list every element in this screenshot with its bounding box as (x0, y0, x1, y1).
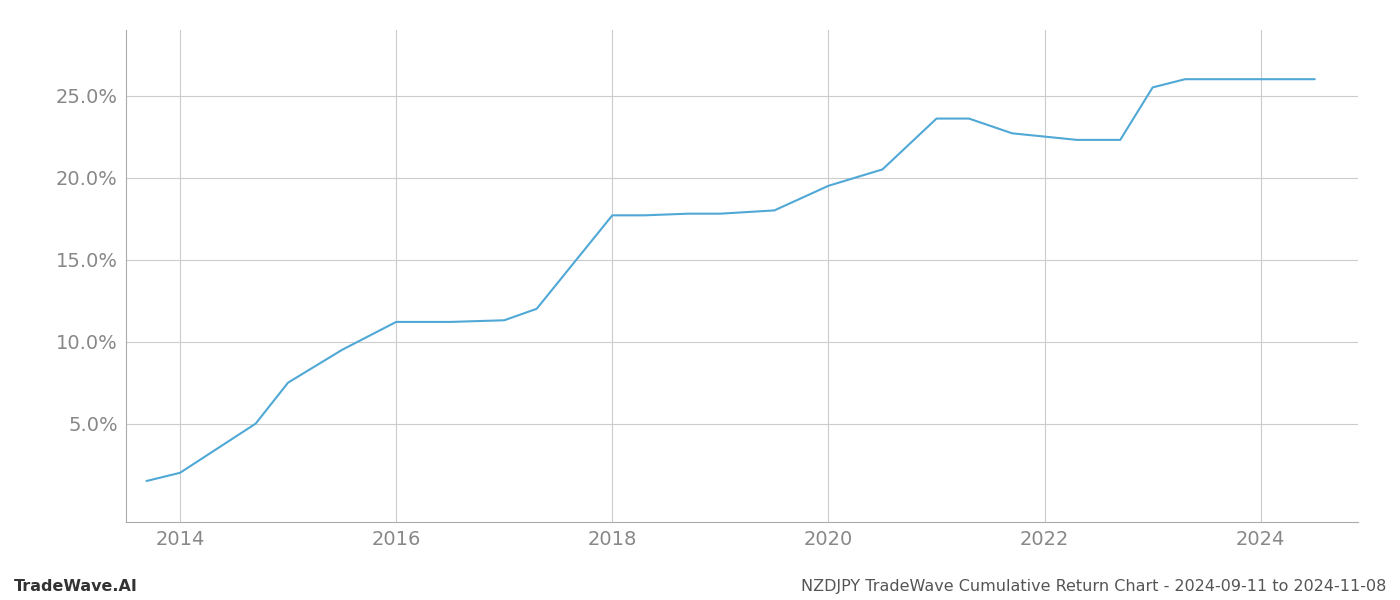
Text: NZDJPY TradeWave Cumulative Return Chart - 2024-09-11 to 2024-11-08: NZDJPY TradeWave Cumulative Return Chart… (801, 579, 1386, 594)
Text: TradeWave.AI: TradeWave.AI (14, 579, 137, 594)
